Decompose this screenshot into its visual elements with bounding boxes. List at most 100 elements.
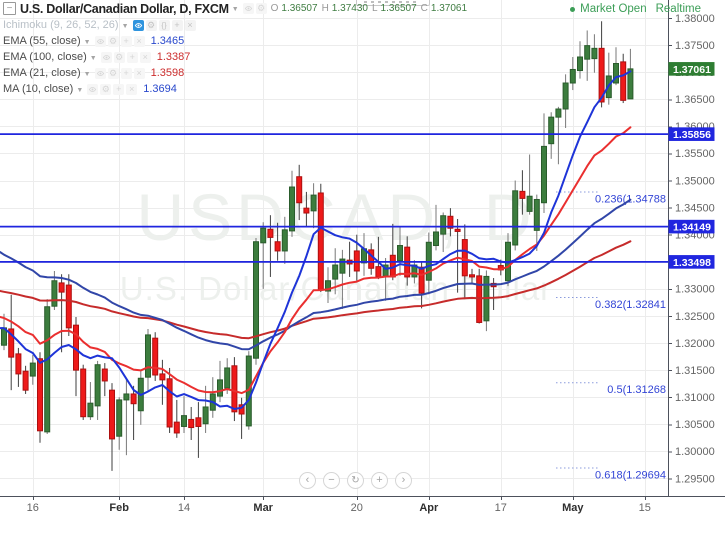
scroll-left-button[interactable]: ‹ xyxy=(299,472,316,489)
time-axis[interactable] xyxy=(0,496,725,543)
candle xyxy=(317,183,324,293)
chevron-down-icon[interactable]: ▼ xyxy=(76,86,84,94)
candle xyxy=(440,212,447,253)
candle xyxy=(548,112,555,159)
add-indicator-icon[interactable]: + xyxy=(113,83,125,95)
clipped-toolbar-box xyxy=(356,0,430,6)
candle xyxy=(202,385,209,433)
price-axis-label: 1.38000 xyxy=(675,13,715,25)
market-status: Market Open Realtime xyxy=(570,3,701,15)
price-axis-label: 1.31000 xyxy=(675,392,715,404)
ema100-line[interactable] xyxy=(0,240,632,340)
gear-icon[interactable]: ⚙ xyxy=(145,19,157,31)
candle xyxy=(533,194,540,251)
eye-icon[interactable] xyxy=(242,3,254,14)
reset-chart-button[interactable]: ↻ xyxy=(347,472,364,489)
eye-icon[interactable] xyxy=(132,19,144,31)
price-axis[interactable] xyxy=(668,0,725,496)
price-axis-label: 1.34500 xyxy=(675,202,715,214)
candle xyxy=(281,216,288,264)
candle xyxy=(447,208,454,237)
candle xyxy=(476,268,483,324)
price-axis-label: 1.35000 xyxy=(675,175,715,187)
source-code-icon[interactable]: {} xyxy=(158,19,170,31)
ema21-line[interactable] xyxy=(0,126,632,395)
close-icon[interactable]: × xyxy=(126,83,138,95)
candle xyxy=(87,382,94,420)
add-indicator-icon[interactable]: + xyxy=(120,35,132,47)
candle xyxy=(238,397,245,439)
ohlc-readout: O 1.36507 H 1.37430 L 1.36507 C 1.37061 xyxy=(270,3,468,14)
market-open-dot-icon xyxy=(570,6,576,12)
price-axis-label: 1.35500 xyxy=(675,148,715,160)
candle xyxy=(231,357,238,422)
gear-icon[interactable]: ⚙ xyxy=(255,3,267,14)
chevron-down-icon[interactable]: ▼ xyxy=(83,70,91,78)
chevron-down-icon[interactable]: ▼ xyxy=(121,22,129,30)
candle xyxy=(584,30,591,81)
add-indicator-icon[interactable]: + xyxy=(120,67,132,79)
price-axis-label: 1.36500 xyxy=(675,94,715,106)
candle xyxy=(37,352,43,443)
chart-legend: − U.S. Dollar/Canadian Dollar, D, FXCM ▼… xyxy=(3,0,471,97)
price-axis-label: 1.30500 xyxy=(675,419,715,431)
candle xyxy=(188,406,195,441)
indicator-value: 1.3387 xyxy=(156,51,191,63)
candle xyxy=(368,243,375,275)
zoom-in-button[interactable]: + xyxy=(371,472,388,489)
candle xyxy=(303,191,310,228)
eye-icon[interactable] xyxy=(100,51,112,63)
price-line-badge xyxy=(668,127,715,141)
candle xyxy=(613,47,619,86)
candle xyxy=(454,218,461,293)
eye-icon[interactable] xyxy=(87,83,99,95)
candle xyxy=(519,170,526,215)
candle xyxy=(137,370,144,425)
close-icon[interactable]: × xyxy=(133,67,145,79)
price-line-badge xyxy=(668,255,715,269)
gear-icon[interactable]: ⚙ xyxy=(100,83,112,95)
indicator-label: MA (10, close) xyxy=(3,83,74,95)
candle xyxy=(260,222,267,289)
gear-icon[interactable]: ⚙ xyxy=(113,51,125,63)
price-axis-label: 1.29500 xyxy=(675,473,715,485)
add-indicator-icon[interactable]: + xyxy=(126,51,138,63)
candle xyxy=(152,332,159,381)
candle xyxy=(512,180,519,251)
close-icon[interactable]: × xyxy=(184,19,196,31)
collapse-legend-icon[interactable]: − xyxy=(3,2,16,15)
market-status-text: Market Open xyxy=(580,3,647,15)
ema55-line[interactable] xyxy=(0,198,632,351)
gear-icon[interactable]: ⚙ xyxy=(107,35,119,47)
candle xyxy=(181,396,187,433)
fib-level-label: 0.382(1.32841 xyxy=(595,299,666,311)
eye-icon[interactable] xyxy=(94,67,106,79)
candle xyxy=(8,294,15,391)
candle xyxy=(274,222,281,261)
price-axis-label: 1.33000 xyxy=(675,284,715,296)
scroll-right-button[interactable]: › xyxy=(395,472,412,489)
close-icon[interactable]: × xyxy=(139,51,151,63)
candle xyxy=(620,53,627,104)
candle xyxy=(159,359,166,405)
add-indicator-icon[interactable]: + xyxy=(171,19,183,31)
candle xyxy=(555,106,562,165)
close-icon[interactable]: × xyxy=(133,35,145,47)
gear-icon[interactable]: ⚙ xyxy=(107,67,119,79)
eye-icon[interactable] xyxy=(94,35,106,47)
ma10-line[interactable] xyxy=(0,70,632,410)
chevron-down-icon[interactable]: ▼ xyxy=(83,38,91,46)
chevron-down-icon[interactable]: ▼ xyxy=(231,6,239,13)
legend-row-ichimoku: Ichimoku (9, 26, 52, 26) ▼ ⚙ {} + × xyxy=(3,17,471,33)
price-line-badge xyxy=(668,219,715,234)
time-axis-label: 16 xyxy=(27,502,39,514)
svg-text:USDCAD, D: USDCAD, D xyxy=(136,180,535,254)
price-axis-label: 1.37500 xyxy=(675,40,715,52)
candle xyxy=(22,365,29,394)
zoom-out-button[interactable]: − xyxy=(323,472,340,489)
time-axis-label: Feb xyxy=(109,502,129,514)
candle xyxy=(130,385,137,441)
chevron-down-icon[interactable]: ▼ xyxy=(89,54,97,62)
candle xyxy=(29,354,36,385)
